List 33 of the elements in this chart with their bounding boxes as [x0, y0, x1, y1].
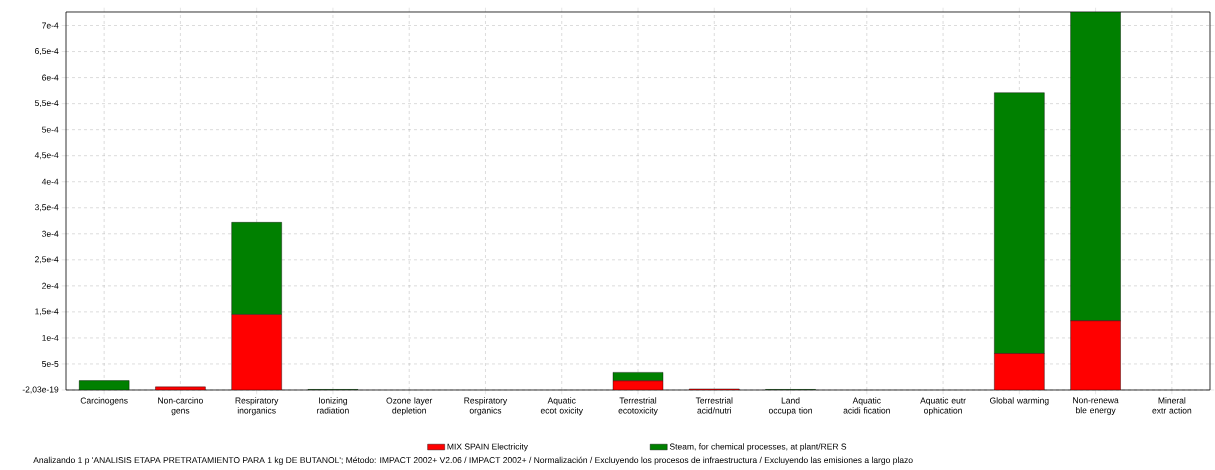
x-tick-label: Carcinogens: [80, 397, 128, 406]
x-tick-label: Ozone layer depletion: [386, 397, 433, 416]
x-tick-label: Respiratory organics: [464, 397, 508, 416]
x-tick-label: Ionizing radiation: [317, 397, 349, 414]
y-tick-label: 5e-4: [42, 126, 59, 133]
y-tick-label: -2,03e-19: [22, 386, 59, 394]
x-tick-label: Global warming: [990, 397, 1049, 406]
y-tick-label: 3e-4: [42, 230, 59, 237]
x-tick-label: Respiratory inorganics: [235, 397, 279, 416]
y-tick-label: 1,5e-4: [35, 308, 59, 316]
y-tick-label: 3,5e-4: [34, 204, 59, 212]
y-tick-label: 5,5e-4: [34, 100, 59, 108]
x-tick-label: Terrestrial ecotoxicity: [618, 397, 658, 416]
x-tick-label: Aquatic eutr ophication: [920, 397, 966, 416]
x-tick-label: Non-carcino gens: [158, 397, 203, 416]
y-tick-label: 7e-4: [42, 22, 59, 29]
y-tick-label: 4e-4: [41, 178, 59, 185]
y-tick-label: 6,5e-4: [35, 48, 59, 56]
legend-label: Steam, for chemical processes, at plant/RER S: [669, 443, 847, 452]
y-tick-label: 2e-4: [42, 282, 59, 289]
x-tick-label: Non-renewa ble energy: [1073, 397, 1119, 415]
y-tick-label: 2,5e-4: [35, 256, 59, 264]
x-tick-label: Aquatic ecot oxicity: [540, 397, 583, 416]
y-tick-label: 1e-4: [42, 334, 59, 341]
y-tick-label: 4,5e-4: [34, 152, 59, 160]
y-tick-label: 6e-4: [42, 74, 59, 81]
x-tick-label: Aquatic acidi fication: [843, 397, 890, 414]
y-tick-label: 5e-5: [42, 360, 59, 367]
legend-label: MIX SPAIN Electricity: [447, 443, 528, 452]
x-tick-label: Mineral extr action: [1152, 397, 1192, 414]
text: Analizando 1 p 'ANALISIS ETAPA PRETRATAMIENTO PARA 1 kg DE BUTANOL'; Método: IMPACT 2002+ V2.06 / IMPACT 2002+ / Normalización / Excluyendo los procesos de infraestructura / Excluyendo las emisiones a largo plazo: [33, 456, 913, 465]
x-tick-label: Land occupa tion: [768, 397, 812, 416]
x-tick-label: Terrestrial acid/nutri: [695, 397, 733, 414]
